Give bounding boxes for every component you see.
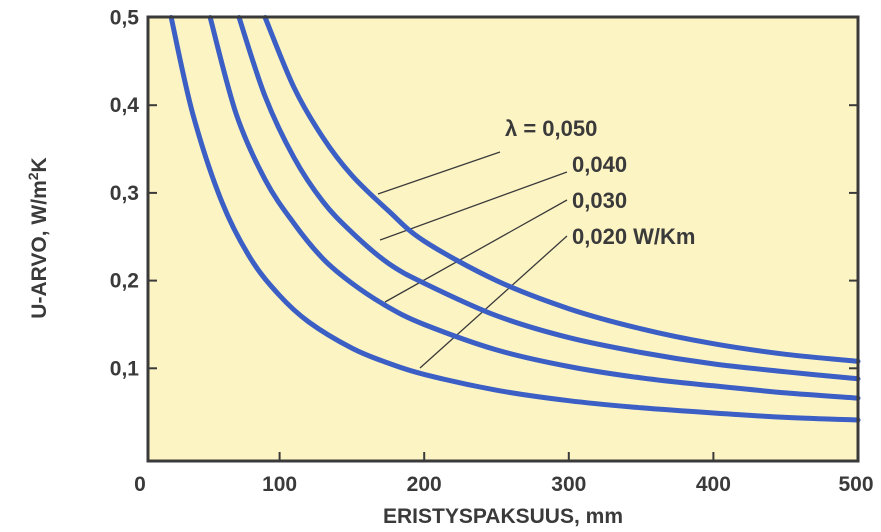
y-axis-title-main: U-ARVO, W/m [28, 180, 51, 318]
curve-label-3: 0,030 [572, 188, 627, 213]
x-tick-label: 200 [407, 473, 442, 496]
curve-3 [207, 15, 861, 401]
x-tick-label: 100 [262, 473, 297, 496]
x-tick-label: 300 [551, 473, 586, 496]
curve-labels: λ = 0,050 0,040 0,030 0,020 W/Km [505, 116, 696, 249]
curve-label-2: 0,040 [572, 152, 627, 177]
leader-line-4 [419, 235, 568, 369]
curve-label-1: λ = 0,050 [505, 116, 597, 141]
curve-4 [168, 15, 861, 423]
x-axis-title: ERISTYSPAKSUUS, mm [383, 505, 623, 528]
y-tick-label: 0,3 [110, 182, 139, 205]
curve-label-4: 0,020 W/Km [572, 224, 696, 249]
plot-background [148, 17, 858, 461]
x-tick-label: 0 [134, 473, 146, 496]
y-axis-title-sup: 2 [25, 172, 41, 180]
y-tick-label: 0,2 [110, 270, 139, 293]
data-curves [168, 15, 861, 423]
y-tick-label: 0,5 [110, 7, 140, 30]
y-axis-ticks: 0,1 0,2 0,3 0,4 0,5 [110, 7, 858, 380]
x-tick-label: 400 [696, 473, 731, 496]
y-tick-label: 0,1 [110, 357, 140, 380]
y-tick-label: 0,4 [110, 94, 140, 117]
leader-line-1 [377, 151, 501, 195]
x-axis-ticks: 0 100 200 300 400 500 [134, 452, 874, 496]
x-tick-label: 500 [838, 473, 873, 496]
leader-line-3 [384, 199, 568, 303]
y-axis-title-tail: K [28, 157, 51, 172]
y-axis-title: U-ARVO, W/m2K [25, 157, 51, 318]
curve-1 [262, 15, 861, 364]
plot-frame [146, 15, 860, 463]
curve-2 [236, 15, 861, 382]
